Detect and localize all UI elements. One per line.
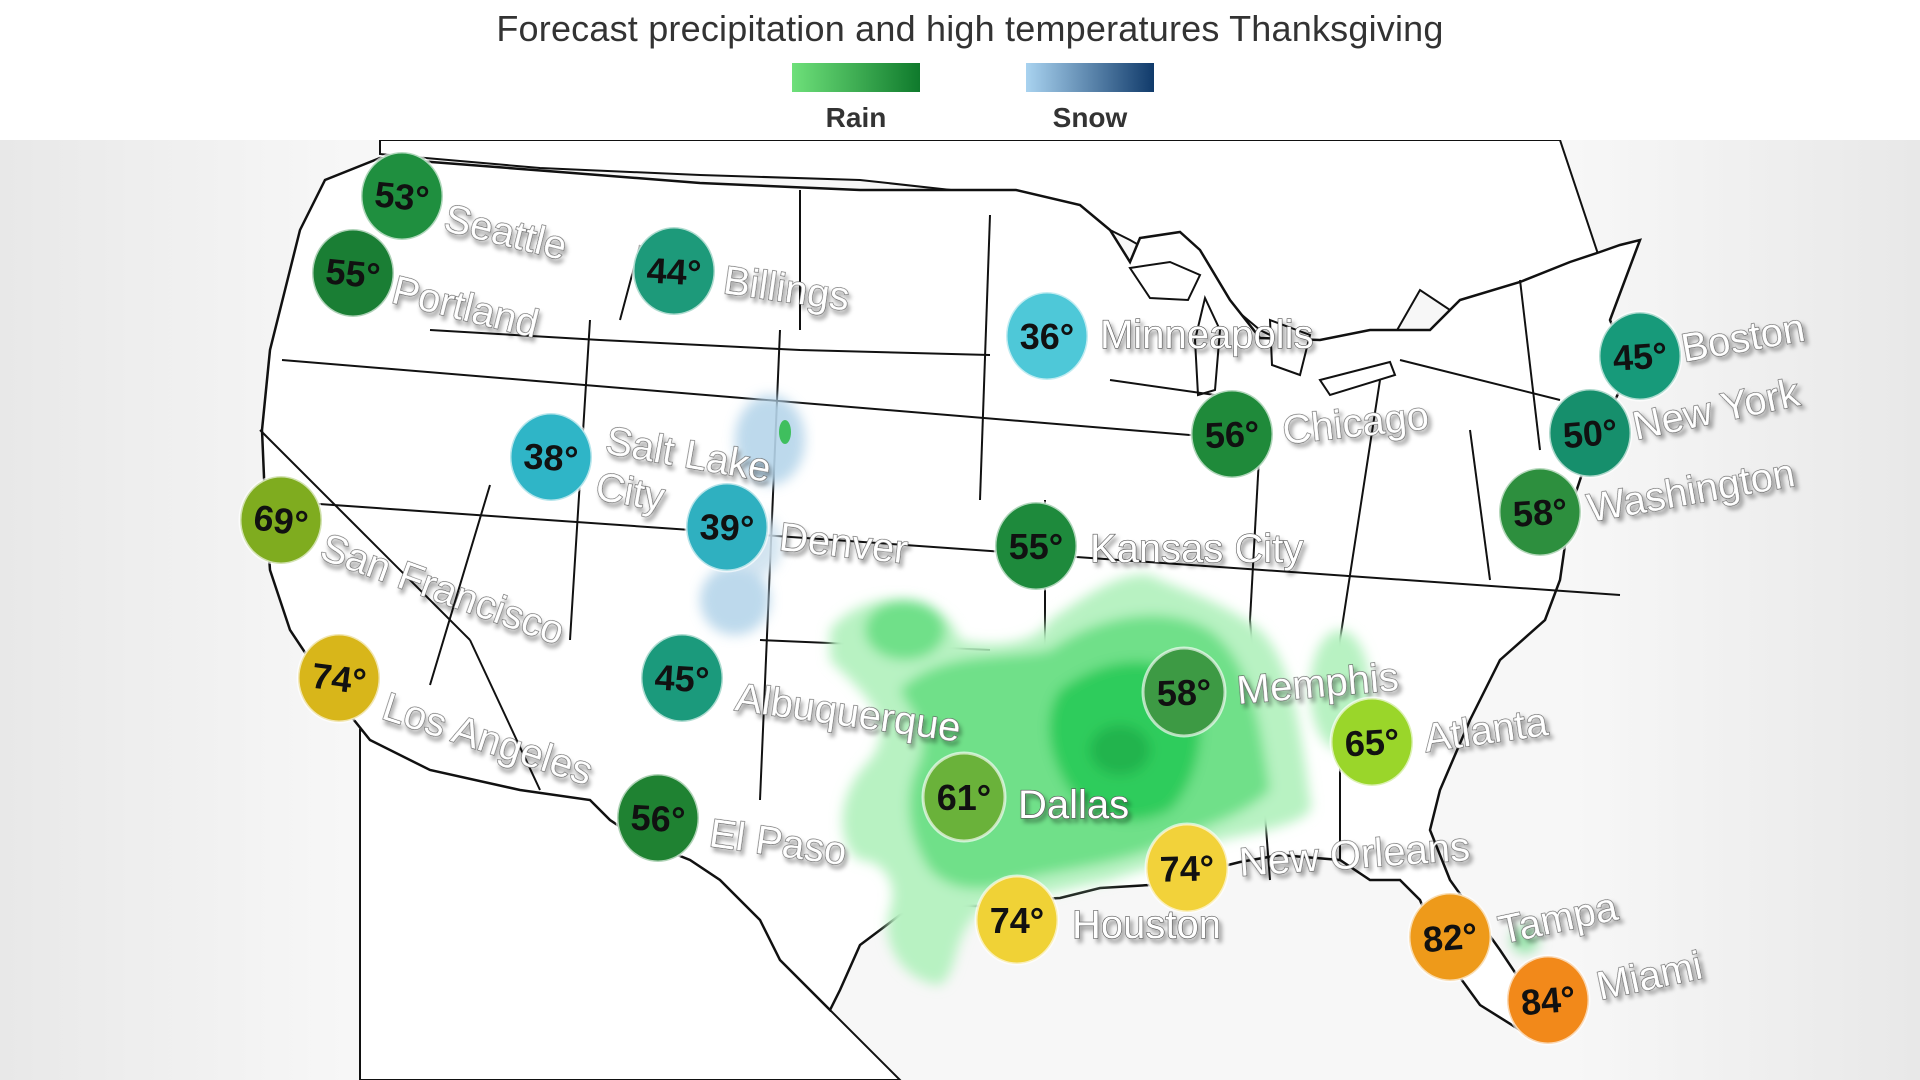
city-label: Atlanta (1421, 700, 1551, 761)
temp-marker (639, 632, 725, 724)
temp-value: 84° (1519, 978, 1577, 1023)
city-label: Minneapolis (1100, 313, 1313, 357)
temp-marker (1407, 891, 1493, 983)
legend-rain-label: Rain (825, 102, 887, 133)
temp-marker (631, 225, 717, 317)
temp-value: 82° (1421, 915, 1479, 960)
city-dallas[interactable]: 61° Dallas (921, 751, 1130, 843)
temp-marker (1547, 387, 1633, 479)
temp-marker (310, 227, 396, 319)
temp-value: 65° (1344, 721, 1401, 765)
city-seattle[interactable]: 53° Seattle (359, 150, 572, 269)
temp-value: 36° (1020, 316, 1074, 357)
temp-marker (359, 150, 445, 242)
temp-marker (684, 481, 770, 573)
temp-value: 58° (1511, 490, 1568, 535)
lake-superior (1128, 260, 1202, 302)
temp-value: 53° (373, 173, 431, 219)
temp-value: 39° (699, 506, 755, 549)
temp-value: 56° (1204, 413, 1260, 456)
city-label: Kansas City (1090, 527, 1303, 571)
temp-marker (508, 411, 594, 503)
snow-color-swatch (1026, 63, 1154, 92)
temp-value: 45° (1611, 334, 1668, 379)
temp-marker (921, 751, 1007, 843)
rain-color-swatch (792, 63, 920, 92)
temp-value: 69° (251, 496, 311, 544)
temp-marker (615, 772, 701, 864)
legend-rain: Rain (788, 63, 924, 134)
temp-marker (296, 632, 382, 724)
page-title: Forecast precipitation and high temperat… (496, 8, 1444, 49)
temp-value: 50° (1561, 411, 1619, 456)
header: Forecast precipitation and high temperat… (0, 0, 1920, 140)
city-minneapolis[interactable]: 36° Minneapolis (1004, 290, 1314, 382)
temp-marker (1004, 290, 1090, 382)
temp-value: 61° (937, 777, 991, 818)
city-atlanta[interactable]: 65° Atlanta (1329, 696, 1552, 788)
lake-erie (1318, 360, 1397, 397)
city-label: Dallas (1018, 783, 1129, 827)
temp-value: 56° (630, 797, 687, 841)
temp-value: 38° (522, 435, 579, 480)
lake-michigan (1193, 294, 1222, 397)
legend-snow: Snow (1022, 63, 1158, 134)
temp-marker (1597, 310, 1683, 402)
rain-spot-colorado (779, 420, 791, 444)
temp-marker (1497, 466, 1583, 558)
temp-marker (993, 500, 1079, 592)
city-memphis[interactable]: 58° Memphis (1141, 646, 1401, 738)
city-houston[interactable]: 74° Houston (974, 874, 1222, 966)
temp-marker (1141, 646, 1227, 738)
temp-marker (1189, 388, 1275, 480)
temp-marker (974, 874, 1060, 966)
temp-marker (1505, 954, 1591, 1046)
temp-value: 45° (654, 657, 711, 701)
city-denver[interactable]: 39° Denver (684, 481, 911, 573)
temp-value: 44° (646, 250, 703, 294)
temp-value: 74° (990, 900, 1044, 941)
legend-snow-label: Snow (1052, 102, 1128, 133)
temp-marker (1329, 696, 1415, 788)
temp-marker (238, 474, 324, 566)
temp-value: 74° (1159, 847, 1215, 890)
city-label: Houston (1072, 903, 1221, 947)
temp-value: 55° (1009, 526, 1063, 567)
lake-huron (1268, 318, 1312, 377)
temp-value: 58° (1156, 671, 1212, 714)
temp-value: 55° (324, 250, 382, 296)
temp-marker (1144, 822, 1230, 914)
weather-map[interactable]: 53° Seattle 55° Portland 44° Billings 36° Minne… (0, 140, 1920, 1080)
temp-value: 74° (309, 655, 368, 703)
city-kansas-city[interactable]: 55° Kansas City (993, 500, 1304, 592)
